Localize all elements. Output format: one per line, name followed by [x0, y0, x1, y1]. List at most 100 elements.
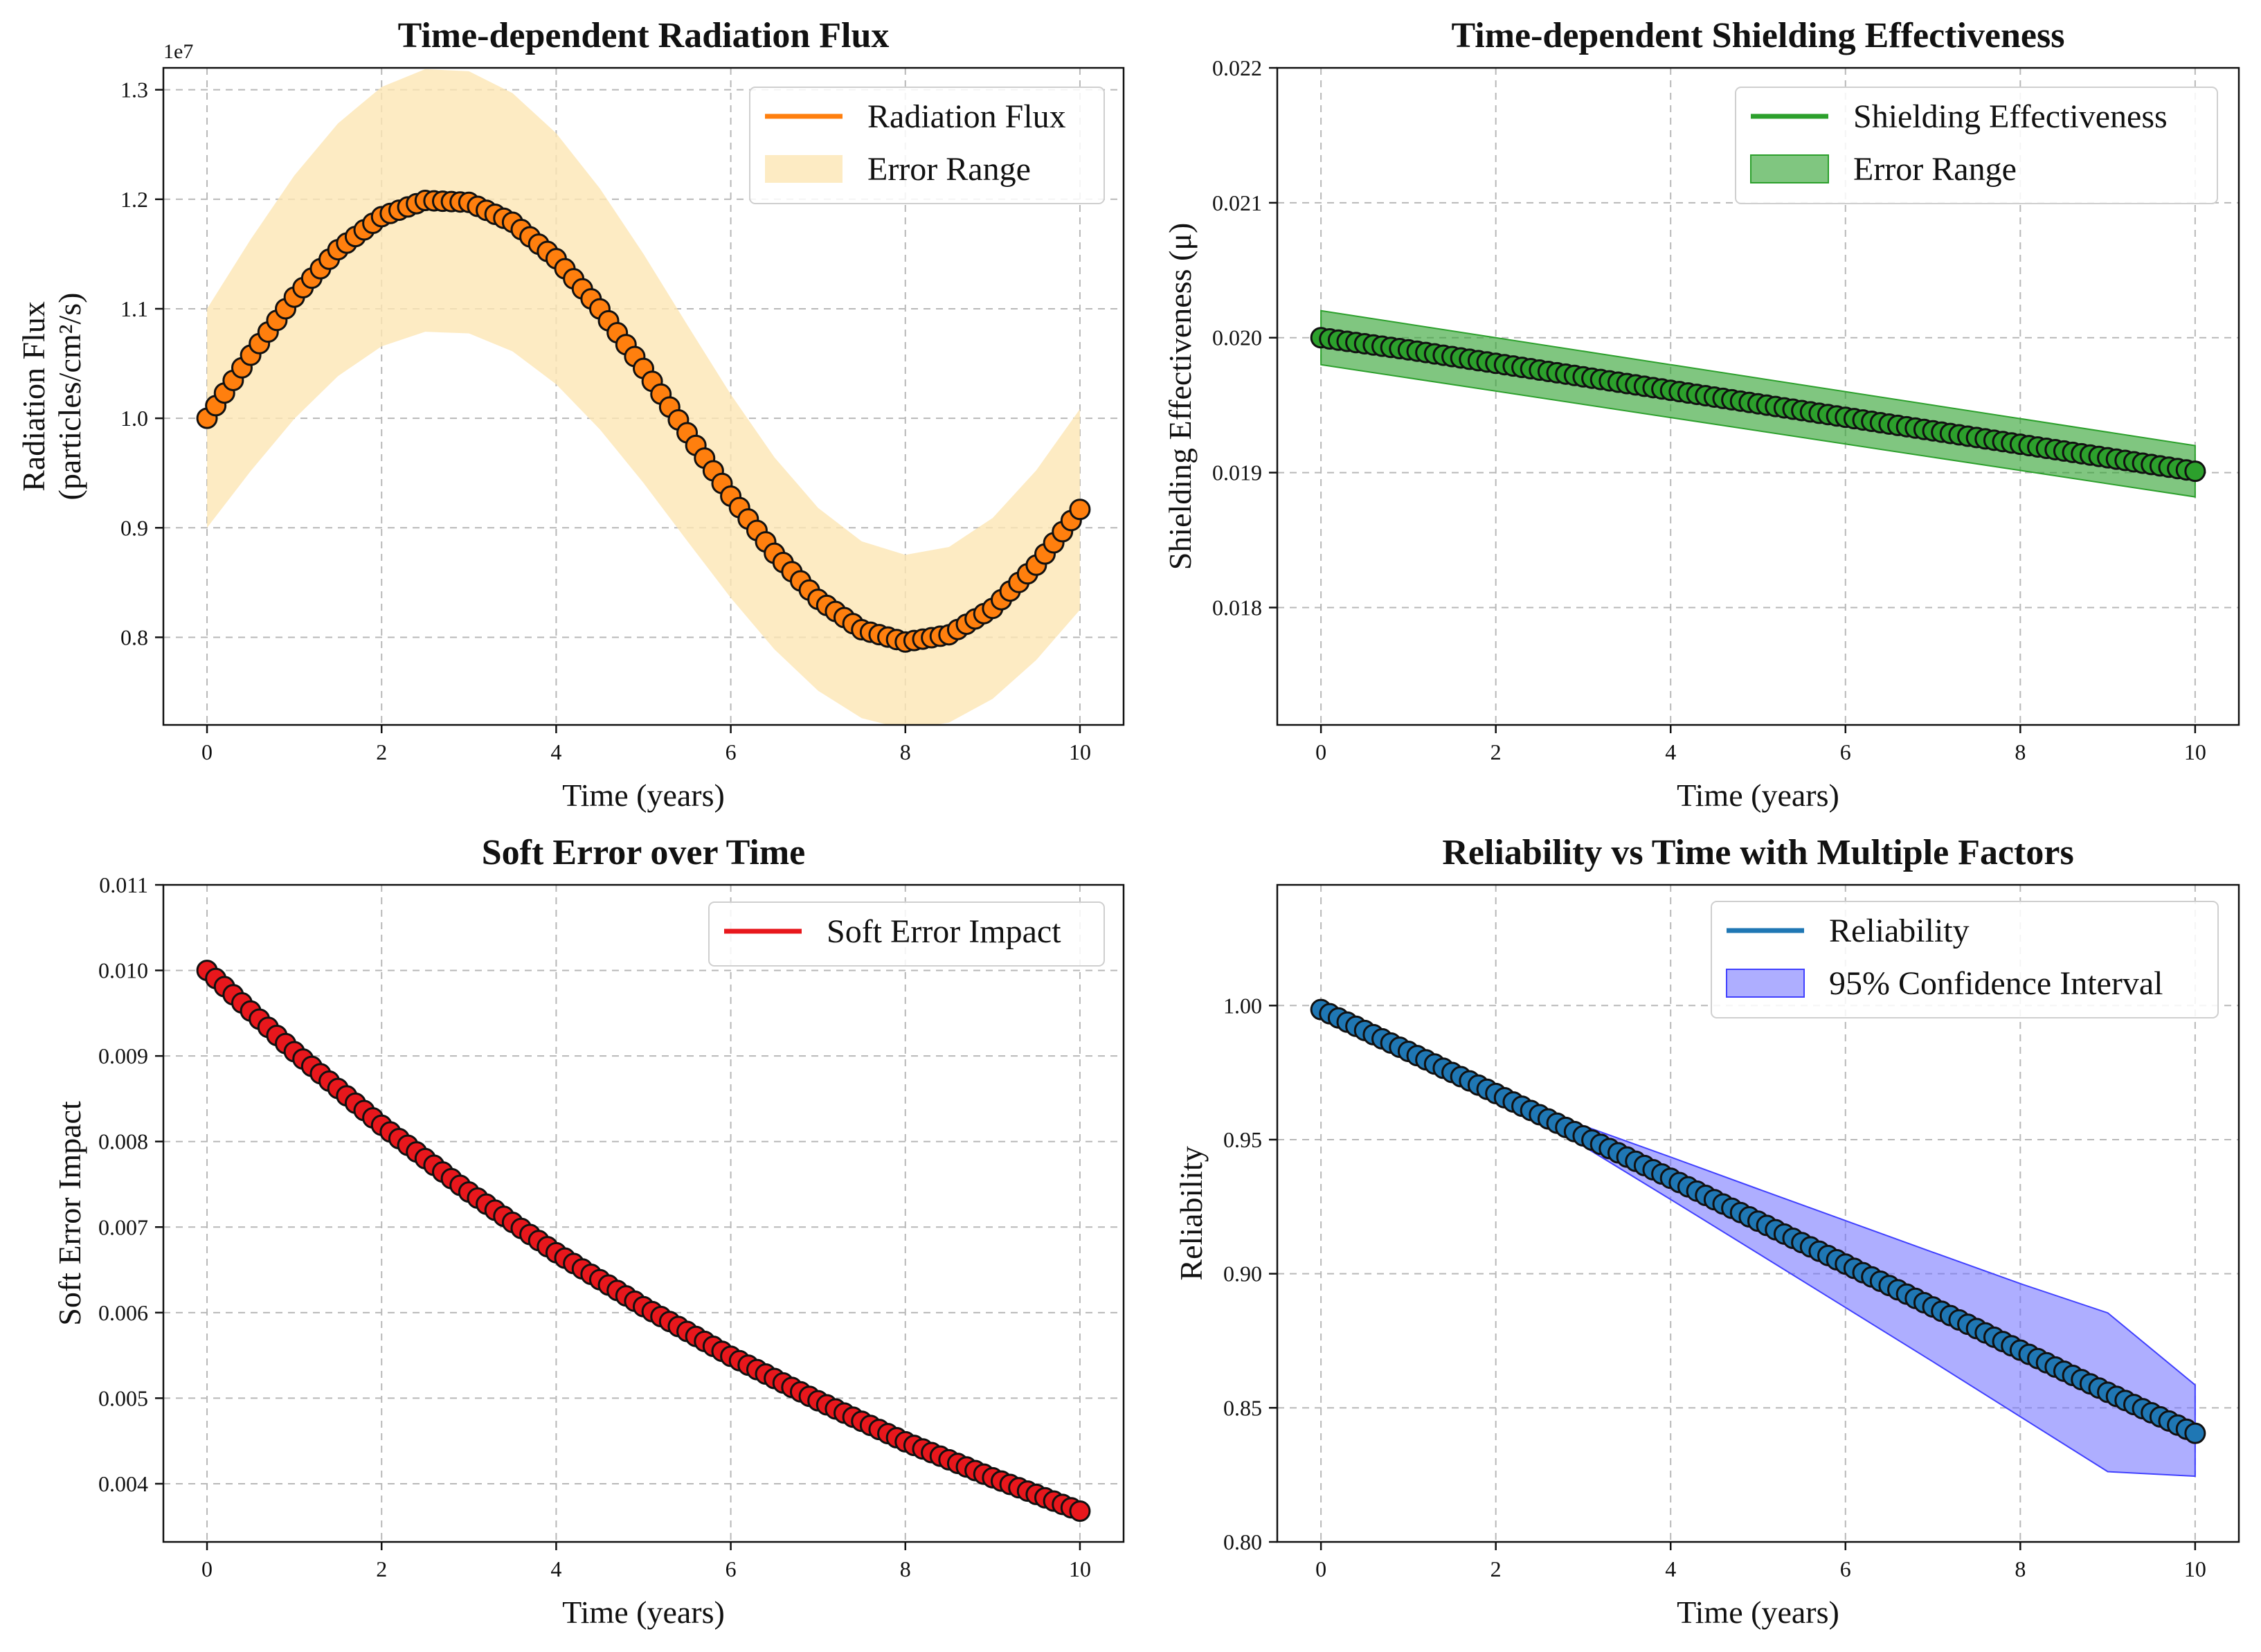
- data-point: [2184, 460, 2206, 483]
- plot-area: [1310, 998, 2206, 1478]
- y-tick-label: 0.95: [1223, 1127, 1262, 1152]
- plot-frame: [1276, 66, 2240, 726]
- y-axis-label: Soft Error Impact: [52, 1101, 87, 1326]
- x-tick-label: 2: [376, 739, 387, 764]
- y-tick-label: 1.0: [120, 406, 148, 431]
- y-tick-label: 0.9: [120, 515, 148, 540]
- x-tick-label: 8: [900, 1556, 911, 1581]
- y-tick-label: 0.85: [1223, 1395, 1262, 1420]
- error-band: [207, 69, 1080, 725]
- chart-title: Reliability vs Time with Multiple Factor…: [1442, 833, 2073, 872]
- chart-title: Soft Error over Time: [482, 833, 805, 872]
- legend-label: Radiation Flux: [867, 98, 1066, 135]
- y-tick-label: 0.004: [98, 1471, 148, 1496]
- y-tick-label: 1.3: [120, 78, 148, 102]
- plot-frame: [1276, 883, 2240, 1543]
- plot-area: [196, 69, 1091, 725]
- chart-title: Time-dependent Shielding Effectiveness: [1452, 16, 2065, 55]
- y-tick-label: 0.018: [1212, 595, 1262, 620]
- plot-area: [196, 960, 1091, 1523]
- legend-box: [1711, 901, 2219, 1018]
- legend-label: Error Range: [1853, 151, 2017, 188]
- x-tick-label: 4: [550, 739, 561, 764]
- legend-swatch-band: [765, 155, 843, 183]
- y-tick-label: 0.019: [1212, 460, 1262, 485]
- x-tick-label: 8: [2015, 739, 2026, 764]
- y-tick-label: 1.1: [120, 296, 148, 321]
- data-point: [2184, 1422, 2206, 1444]
- plot-frame: [162, 883, 1125, 1543]
- x-axis-label: Time (years): [562, 1595, 725, 1630]
- y-tick-label: 0.90: [1223, 1262, 1262, 1286]
- x-tick-label: 0: [201, 1556, 213, 1581]
- x-tick-label: 2: [376, 1556, 387, 1581]
- x-tick-label: 2: [1490, 1556, 1502, 1581]
- legend: Soft Error Impact: [708, 901, 1105, 967]
- y-tick-label: 0.80: [1223, 1529, 1262, 1554]
- chart-title: Time-dependent Radiation Flux: [398, 16, 890, 55]
- chart-panel-1: 0 2 4 6 8 10 0.8 0.9 1.0 1.1 1.2 1.3 1e7 Time-depende…: [16, 16, 1125, 813]
- x-axis-label: Time (years): [562, 778, 725, 813]
- x-tick-label: 4: [1665, 1556, 1676, 1581]
- y-tick-label: 0.007: [98, 1214, 148, 1239]
- chart-panel-4: 0 2 4 6 8 10 0.80 0.85 0.90 0.95 1.00 Reliability v…: [1173, 833, 2240, 1630]
- y-axis-label: Reliability: [1173, 1146, 1209, 1280]
- y-tick-label: 0.009: [98, 1043, 148, 1068]
- y-axis-label-line: (particles/cm²/s): [52, 293, 87, 501]
- y-tick-label: 0.006: [98, 1300, 148, 1325]
- legend-label: Shielding Effectiveness: [1853, 98, 2168, 135]
- y-axis-label-line: Shielding Effectiveness (μ): [1162, 223, 1198, 571]
- x-tick-label: 2: [1490, 739, 1502, 764]
- x-tick-label: 10: [2184, 739, 2206, 764]
- axis-offset-label: 1e7: [163, 40, 193, 63]
- series-line: [206, 969, 1081, 1513]
- legend-swatch-band: [1750, 154, 1829, 183]
- x-tick-label: 10: [1069, 1556, 1091, 1581]
- x-tick-label: 6: [726, 739, 737, 764]
- legend-box: [1735, 87, 2218, 204]
- y-axis-label: Shielding Effectiveness (μ): [1162, 223, 1198, 571]
- legend-box: [708, 901, 1105, 967]
- x-tick-label: 0: [201, 739, 213, 764]
- y-tick-label: 1.2: [120, 187, 148, 212]
- y-tick-label: 0.008: [98, 1129, 148, 1154]
- y-axis-label-line: Reliability: [1173, 1146, 1209, 1280]
- x-tick-label: 6: [1840, 739, 1851, 764]
- y-axis-label-line: Soft Error Impact: [52, 1101, 87, 1326]
- y-tick-label: 0.022: [1212, 55, 1262, 80]
- y-axis-label: Radiation Flux(particles/cm²/s): [16, 293, 87, 501]
- legend-swatch-band: [1726, 969, 1805, 998]
- x-tick-label: 6: [1840, 1556, 1851, 1581]
- legend-label: Soft Error Impact: [827, 913, 1061, 950]
- legend-label: Reliability: [1829, 913, 1970, 949]
- x-tick-label: 0: [1315, 1556, 1326, 1581]
- y-tick-label: 0.011: [99, 872, 148, 897]
- plot-frame: [162, 66, 1125, 726]
- chart-panel-2: 0 2 4 6 8 10 0.018 0.019 0.020 0.021 0.022 Time-dep…: [1162, 16, 2240, 813]
- y-axis-label-line: Radiation Flux: [16, 301, 51, 492]
- y-tick-label: 0.010: [98, 958, 148, 983]
- x-tick-label: 8: [900, 739, 911, 764]
- legend-label: Error Range: [867, 151, 1031, 188]
- x-tick-label: 6: [726, 1556, 737, 1581]
- data-point: [1069, 1500, 1091, 1523]
- x-tick-label: 10: [2184, 1556, 2206, 1581]
- legend: Reliability 95% Confidence Interval: [1711, 901, 2219, 1018]
- x-tick-label: 4: [550, 1556, 561, 1581]
- x-tick-label: 10: [1069, 739, 1091, 764]
- x-tick-label: 4: [1665, 739, 1676, 764]
- plot-area: [1310, 309, 2206, 498]
- legend: Shielding Effectiveness Error Range: [1735, 87, 2218, 204]
- y-tick-label: 0.021: [1212, 190, 1262, 215]
- legend: Radiation Flux Error Range: [749, 87, 1105, 204]
- x-axis-label: Time (years): [1677, 778, 1839, 813]
- x-axis-label: Time (years): [1677, 1595, 1839, 1630]
- y-tick-label: 1.00: [1223, 993, 1262, 1018]
- y-tick-label: 0.020: [1212, 325, 1262, 350]
- x-tick-label: 0: [1315, 739, 1326, 764]
- x-tick-label: 8: [2015, 1556, 2026, 1581]
- y-tick-label: 0.8: [120, 625, 148, 649]
- y-tick-label: 0.005: [98, 1385, 148, 1410]
- legend-label: 95% Confidence Interval: [1829, 965, 2163, 1002]
